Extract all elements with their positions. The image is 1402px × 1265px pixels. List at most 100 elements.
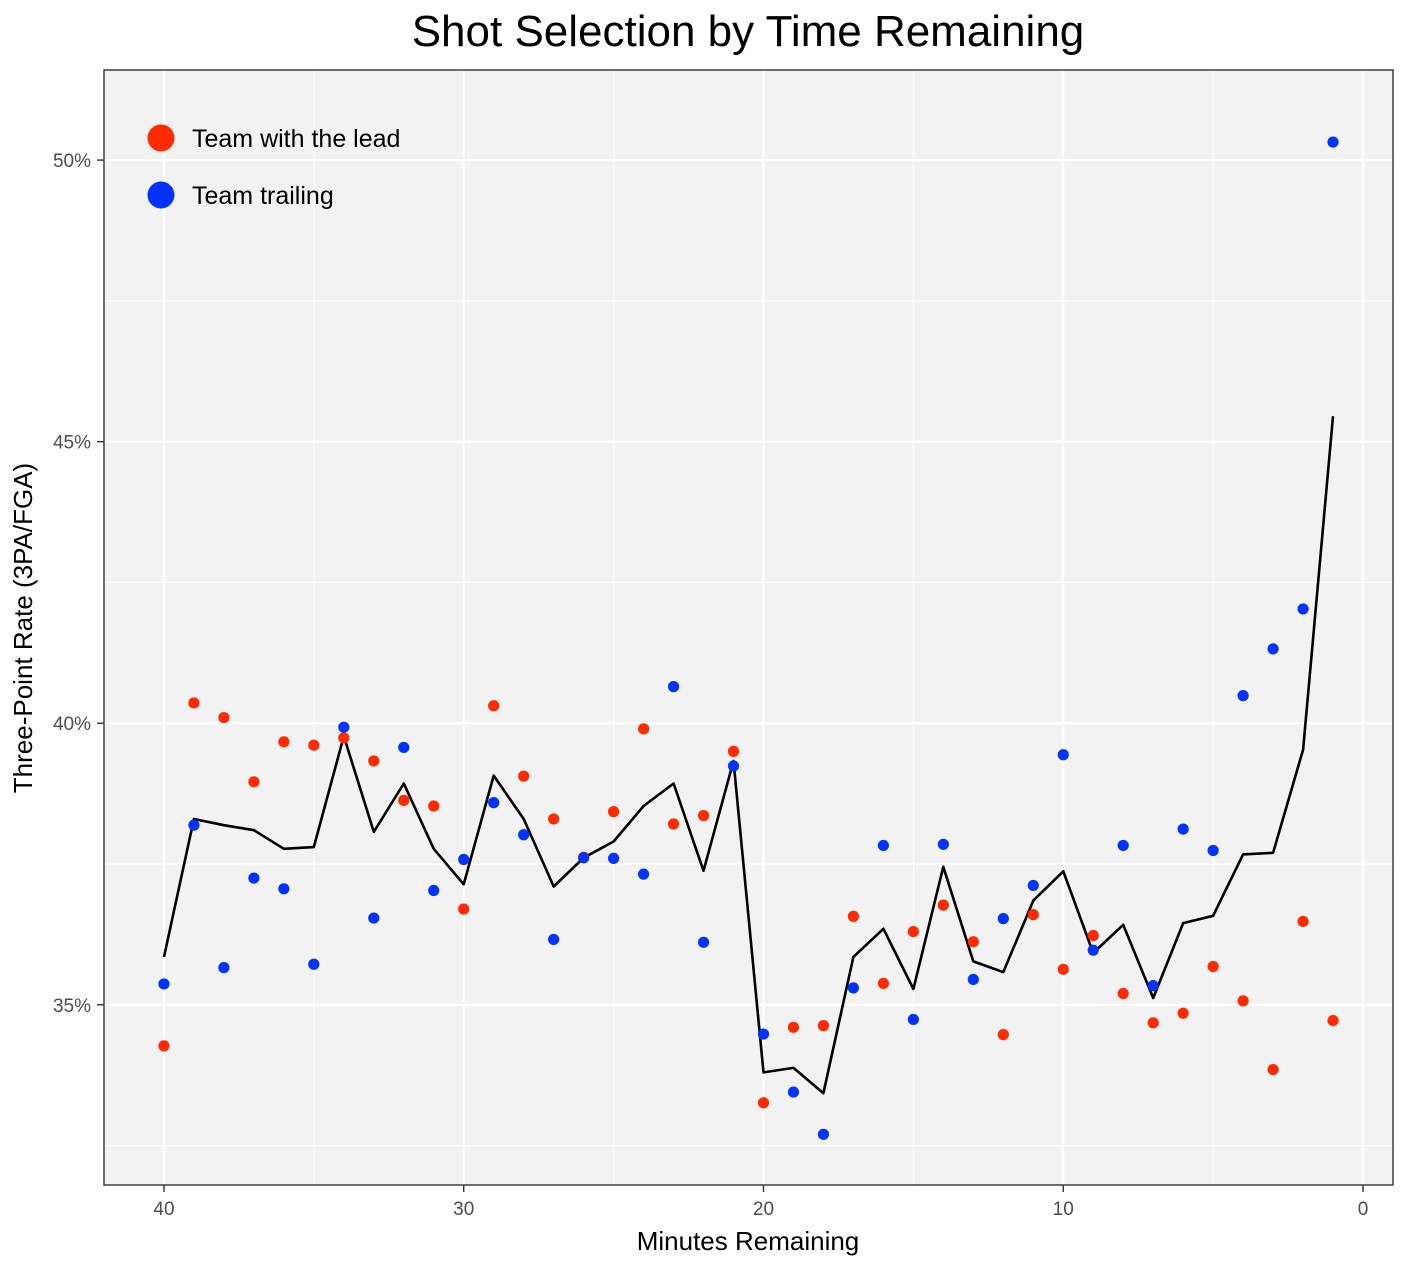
trailing-point: [578, 852, 590, 864]
trailing-point: [847, 982, 860, 994]
trailing-point: [1087, 944, 1099, 956]
lead-point: [548, 813, 560, 825]
lead-point: [458, 903, 470, 915]
plot-background: [104, 70, 1393, 1185]
lead-point: [667, 818, 680, 830]
lead-point: [1027, 909, 1039, 921]
y-tick-label: 45%: [53, 433, 91, 454]
trailing-point: [1297, 603, 1309, 615]
lead-point: [1177, 1007, 1189, 1019]
trailing-point: [488, 797, 500, 809]
lead-point: [937, 899, 949, 911]
legend-label-trailing: Team trailing: [192, 182, 334, 210]
lead-point: [188, 697, 200, 709]
lead-point: [757, 1097, 770, 1109]
y-axis-title: Three-Point Rate (3PA/FGA): [8, 463, 38, 793]
trailing-point: [548, 933, 560, 946]
x-axis-title: Minutes Remaining: [637, 1226, 860, 1256]
legend-key-lead: [147, 124, 175, 152]
series-average-line-group: [162, 416, 1335, 1095]
trailing-point: [1147, 980, 1159, 992]
y-tick-label: 50%: [53, 151, 91, 172]
lead-point: [787, 1021, 800, 1033]
lead-point: [1087, 929, 1099, 942]
trailing-point: [817, 1128, 830, 1140]
lead-point: [637, 723, 650, 735]
lead-point: [338, 732, 350, 744]
x-tick-label: 40: [153, 1199, 174, 1220]
lead-point: [308, 739, 320, 751]
trailing-point: [248, 872, 260, 884]
trailing-point: [398, 741, 410, 754]
lead-point: [1117, 987, 1129, 1000]
chart-title: Shot Selection by Time Remaining: [412, 7, 1085, 56]
trailing-point: [667, 681, 680, 693]
lead-point: [1207, 960, 1219, 973]
average-line: [162, 416, 1335, 1095]
lead-point: [997, 1029, 1009, 1041]
trailing-point: [458, 853, 470, 866]
trailing-point: [637, 868, 650, 880]
trailing-point: [757, 1028, 770, 1040]
trailing-point: [428, 884, 440, 897]
trailing-point: [997, 913, 1009, 925]
lead-point: [967, 936, 979, 948]
y-tick-label: 40%: [53, 714, 91, 735]
trailing-point: [787, 1086, 800, 1098]
trailing-point: [1027, 879, 1039, 892]
trailing-point: [1237, 690, 1249, 702]
lead-point: [398, 794, 410, 806]
lead-point: [727, 745, 740, 757]
trailing-point: [1207, 844, 1219, 857]
trailing-point: [1057, 749, 1069, 761]
trailing-point: [218, 962, 230, 974]
lead-point: [1297, 915, 1309, 928]
lead-point: [817, 1020, 830, 1032]
plot-panel: [104, 70, 1393, 1185]
lead-point: [428, 800, 440, 812]
trailing-point: [727, 760, 740, 772]
legend-key-trailing: [147, 181, 175, 209]
lead-point: [1057, 963, 1069, 975]
y-tick-label: 35%: [53, 996, 91, 1017]
trailing-point: [608, 852, 620, 864]
trailing-point: [278, 883, 290, 895]
lead-point: [488, 700, 500, 712]
x-tick-label: 0: [1358, 1199, 1369, 1220]
x-tick-label: 10: [1053, 1199, 1074, 1220]
trailing-point: [188, 819, 200, 831]
lead-point: [608, 806, 620, 818]
axes: 40 30 20 10 0 35% 40% 45% 50%: [53, 69, 1394, 1220]
lead-point: [248, 776, 260, 788]
x-tick-label: 20: [753, 1199, 774, 1220]
lead-point: [218, 712, 230, 724]
trailing-point: [877, 839, 889, 852]
trailing-point: [308, 958, 320, 970]
lead-point: [518, 770, 530, 782]
lead-point: [847, 910, 860, 922]
lead-point: [877, 977, 889, 989]
lead-point: [1147, 1017, 1159, 1029]
x-tick-label: 30: [453, 1199, 474, 1220]
lead-point: [907, 925, 919, 938]
trailing-point: [967, 973, 979, 986]
lead-point: [368, 755, 380, 767]
trailing-point: [368, 912, 380, 924]
lead-point: [278, 736, 290, 748]
trailing-point: [518, 829, 530, 841]
lead-point: [697, 809, 710, 822]
legend-label-lead: Team with the lead: [192, 125, 400, 153]
points-group: [158, 136, 1339, 1140]
trailing-point: [1267, 643, 1279, 655]
lead-point: [158, 1040, 170, 1052]
lead-point: [1237, 995, 1249, 1007]
trailing-point: [1177, 823, 1189, 835]
trailing-point: [338, 721, 350, 733]
legend: Team with the lead Team trailing: [147, 124, 400, 210]
trailing-point: [907, 1013, 919, 1026]
lead-point: [1267, 1063, 1279, 1076]
plot-border: [103, 69, 1394, 1186]
trailing-point: [1117, 839, 1129, 852]
lead-point: [1327, 1014, 1339, 1027]
